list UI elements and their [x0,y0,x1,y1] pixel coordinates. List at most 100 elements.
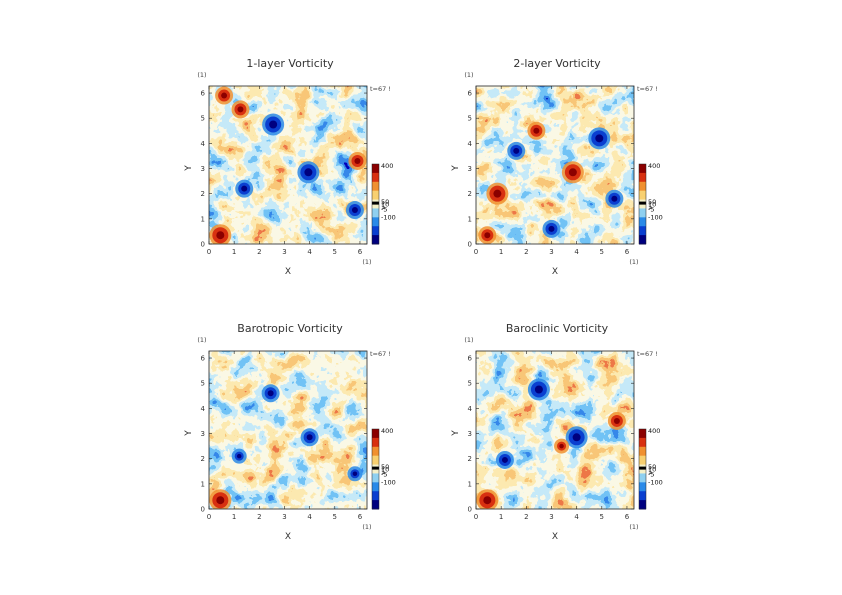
colorbar-segment [372,491,379,501]
y-tick-label: 1 [201,215,205,223]
colorbar-label: 400 [381,162,393,170]
y-tick-label: 0 [201,241,205,249]
x-tick-label: 1 [499,513,503,521]
colorbar-segment [372,172,379,183]
y-axis-label: Y [184,165,194,172]
colorbar-segment [639,208,646,218]
x-tick-label: 0 [474,248,478,256]
colorbar-segment [372,429,379,439]
vortex-core [572,433,581,442]
vortex-core [484,232,491,239]
colorbar-segment [639,235,646,245]
panel-title: Barotropic Vorticity [237,322,343,335]
y-tick-label: 6 [468,90,473,98]
y-axis-label: Y [184,430,194,437]
y-tick-label: 3 [201,165,205,173]
colorbar-label: 50 [381,198,389,206]
y-tick-label: 2 [201,455,205,463]
x-unit-label: (1) [629,258,638,266]
y-tick-label: 6 [468,355,473,363]
colorbar-label: 10 [648,201,656,209]
x-tick-label: 2 [524,513,528,521]
colorbar-zero-band [372,466,379,470]
vortex-core [267,390,274,397]
vortex-core [568,168,577,177]
time-label: t=67 ! [370,85,391,93]
x-tick-label: 0 [474,513,478,521]
colorbar-segment [372,437,379,448]
x-tick-label: 2 [257,513,261,521]
y-tick-label: 0 [468,241,472,249]
colorbar-segment [639,482,646,492]
x-unit-label: (1) [629,523,638,531]
y-tick-label: 1 [201,480,205,488]
vorticity-field [209,351,367,509]
y-tick-label: 1 [468,480,472,488]
colorbar-label: 50 [381,463,389,471]
colorbar-label: 1 [381,468,385,476]
y-tick-label: 5 [201,115,205,123]
y-tick-label: 6 [201,90,206,98]
colorbar-label: 50 [648,198,656,206]
x-axis-label: X [285,267,291,277]
colorbar-segment [639,491,646,501]
plot-frame [475,350,635,510]
x-tick-label: 4 [574,248,579,256]
y-unit-label: (1) [464,336,473,344]
x-axis-label: X [552,532,558,542]
vortex-core [493,189,502,198]
vortex-core [533,127,540,134]
y-tick-label: 4 [468,140,473,148]
x-tick-label: 5 [600,513,604,521]
panel-4: Baroclinic Vorticity (1) (1) t=67 ! 0 1 2 3 4 5 6 0… [451,322,663,542]
y-tick-label: 1 [468,215,472,223]
y-unit-label: (1) [197,336,206,344]
colorbar-label: 50 [648,463,656,471]
colorbar-segment [639,172,646,183]
x-tick-label: 3 [282,248,286,256]
colorbar-segment [372,235,379,245]
panel-title: 2-layer Vorticity [513,57,601,70]
colorbar-segment [639,473,646,483]
colorbar-segment [372,473,379,483]
colorbar-label: 1 [381,203,385,211]
colorbar-label: 10 [648,466,656,474]
y-unit-label: (1) [464,71,473,79]
colorbar-zero-band [639,466,646,470]
colorbar-segment [372,226,379,236]
vortex-core [351,207,358,214]
colorbar-segment [639,429,646,439]
x-tick-label: 5 [600,248,604,256]
colorbar-zero-band [639,201,646,205]
x-tick-label: 3 [282,513,286,521]
vortex-core [559,443,564,449]
y-tick-label: 5 [468,115,472,123]
colorbar-segment [372,164,379,174]
x-tick-label: 0 [207,513,211,521]
y-tick-label: 0 [201,506,205,514]
time-label: t=67 ! [370,350,391,358]
vorticity-field [476,86,634,244]
vortex-core [236,453,242,459]
time-label: t=67 ! [637,85,658,93]
panel-3: Barotropic Vorticity (1) (1) t=67 ! 0 1 2 3 4 5 6 0… [184,322,396,542]
vortex-core [595,134,604,143]
y-tick-label: 0 [468,506,472,514]
y-tick-label: 3 [468,430,472,438]
x-tick-label: 6 [358,513,363,521]
time-label: t=67 ! [637,350,658,358]
x-tick-label: 2 [257,248,261,256]
colorbar-label: -100 [648,478,663,486]
colorbar-label: -100 [648,213,663,221]
colorbar-label: -5 [648,205,654,213]
y-tick-label: 5 [201,380,205,388]
colorbar-segment [639,500,646,510]
colorbar-segment [639,164,646,174]
plot-frame [208,85,368,245]
colorbar-segment [372,181,379,192]
y-tick-label: 6 [201,355,206,363]
vortex-core [269,120,278,129]
